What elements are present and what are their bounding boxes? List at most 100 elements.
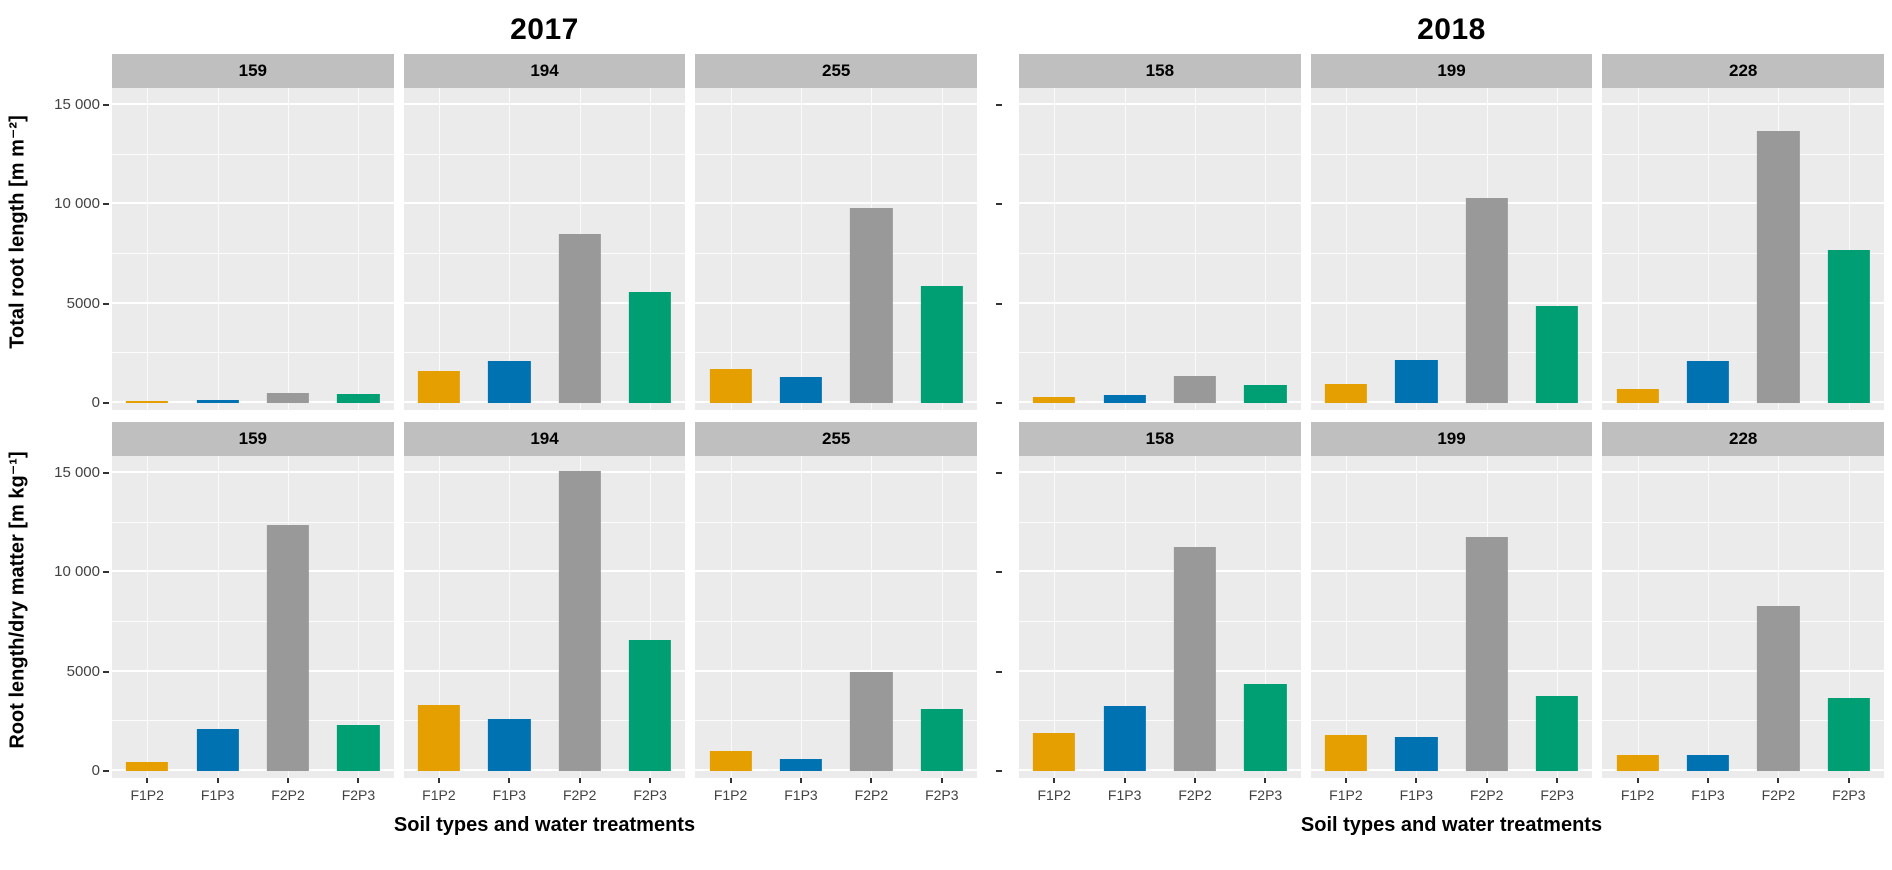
x-tick-mark [287, 778, 290, 783]
gridline-vertical [650, 88, 652, 410]
gridline-vertical [1124, 456, 1126, 778]
x-tick-label: F2P3 [341, 787, 376, 803]
facet-strip: 255 [695, 54, 978, 88]
gridline-major [112, 669, 394, 672]
x-tick-mark [216, 778, 219, 783]
x-tick-label: F2P2 [1469, 787, 1504, 803]
facet-panel-194: 194 [403, 54, 686, 410]
gridline-minor [403, 253, 686, 254]
gridline-major [112, 570, 394, 573]
bar-F1P3 [1103, 706, 1146, 771]
facet-label: 228 [1729, 61, 1758, 80]
gridline-major [1019, 202, 1301, 205]
gridline-minor [1602, 153, 1885, 155]
bar-F2P3 [629, 291, 672, 403]
gridline-minor [1310, 153, 1593, 155]
plot-area: F1P2 F1P3 F2P2 F2P3 [403, 456, 686, 803]
bar-F1P2 [1324, 735, 1368, 771]
facet-strip: 228 [1602, 54, 1885, 88]
facet-label: 158 [1145, 61, 1175, 80]
gridline-major [695, 103, 978, 105]
plot-area: F1P2 F1P3 F2P2 F2P3 [1310, 456, 1593, 803]
x-tick-mark [1556, 778, 1559, 783]
x-tick-mark [1847, 778, 1850, 783]
facet-label: 194 [530, 61, 559, 80]
gridline-minor [695, 720, 978, 722]
plot-area [695, 88, 978, 410]
y-tick-mark [996, 203, 1003, 206]
gridline-major [1019, 103, 1301, 105]
gridline-minor [112, 352, 394, 354]
gridline-minor [1602, 253, 1885, 254]
bar-F1P3 [779, 377, 823, 403]
bar-F1P2 [1616, 389, 1659, 403]
plot-area [403, 88, 686, 410]
gridline-vertical [1557, 88, 1559, 410]
gridline-vertical [871, 456, 873, 778]
gridline-vertical [1265, 88, 1267, 410]
gridline-minor [695, 153, 978, 155]
x-tick-mark [1485, 778, 1488, 783]
y-tick-mark [996, 472, 1003, 474]
facet-strip: 194 [403, 422, 686, 456]
y-tick-mark [996, 302, 1003, 305]
y-axis-ticks: 0 5000 10 000 15 000 [34, 54, 112, 411]
y-axis-ticks: 0 5000 10 000 15 000 [34, 422, 112, 779]
panels-wrap: 159 194 255 158 199 228 [112, 54, 1885, 410]
gridline-minor [1310, 621, 1593, 622]
x-tick-label: F2P2 [562, 787, 597, 803]
bar-F1P3 [1395, 737, 1438, 771]
facet-label: 194 [530, 429, 559, 448]
bar-F1P3 [1686, 361, 1730, 403]
x-tick-mark [1636, 778, 1639, 783]
gridline-vertical [147, 88, 149, 410]
bar-F2P2 [558, 471, 601, 771]
x-tick-label: F1P3 [200, 787, 235, 803]
facet-label: 255 [821, 61, 851, 80]
bar-F2P3 [1244, 385, 1287, 403]
x-tick-label: F1P3 [1107, 787, 1142, 803]
gridline-major [403, 301, 686, 304]
y-tick-label: 15 000 [54, 464, 100, 481]
y-tick-mark [103, 104, 109, 106]
plot-area [1602, 88, 1885, 410]
gridline-major [1602, 769, 1885, 771]
gridline-major [1019, 769, 1301, 771]
gridline-minor [1602, 352, 1885, 354]
bar-F1P2 [417, 371, 460, 403]
bar-F1P2 [1324, 384, 1368, 403]
x-tick-mark [940, 778, 943, 783]
bar-F1P3 [1686, 755, 1730, 771]
gridline-major [1310, 401, 1593, 403]
x-tick-label: F1P3 [784, 787, 818, 803]
gridline-minor [112, 521, 394, 523]
gridline-minor [403, 153, 686, 155]
gridline-major [1019, 301, 1301, 304]
gridline-minor [1019, 521, 1301, 523]
gridline-major [1019, 570, 1301, 573]
x-tick-mark [870, 778, 873, 783]
facet-label: 159 [238, 429, 268, 448]
x-tick-label: F1P2 [130, 787, 164, 803]
bar-F1P2 [709, 751, 752, 771]
bar-F1P3 [488, 361, 531, 403]
facet-strip: 199 [1310, 422, 1593, 456]
bar-F1P3 [196, 399, 239, 403]
facet-strip: 159 [112, 422, 394, 456]
facet-label: 228 [1729, 429, 1758, 448]
x-tick-label: F2P3 [925, 787, 959, 803]
y-tick-mark [996, 770, 1003, 772]
gridline-vertical [509, 456, 511, 778]
gridline-major [112, 769, 394, 771]
gridline-major [403, 202, 686, 205]
gridline-major [403, 401, 686, 403]
x-tick-mark [649, 778, 652, 783]
facet-panel-158: 158 F1P2 F1P3 F2P2 F2P3 [1019, 422, 1301, 803]
bar-F1P3 [1395, 360, 1438, 403]
gridline-vertical [1345, 456, 1347, 778]
facet-panel-255: 255 [695, 54, 978, 410]
gridline-vertical [800, 456, 802, 778]
gridline-vertical [358, 456, 360, 778]
plot-area: F1P2 F1P3 F2P2 F2P3 [1019, 456, 1301, 803]
